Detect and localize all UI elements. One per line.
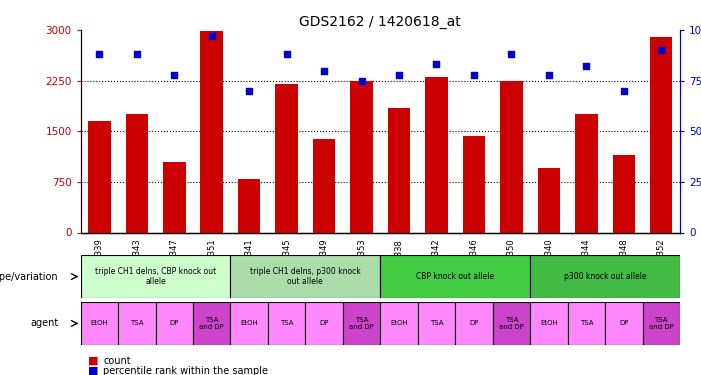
Text: DP: DP: [469, 320, 479, 326]
Text: EtOH: EtOH: [90, 320, 108, 326]
Point: [318, 68, 329, 74]
Bar: [88, 121, 111, 232]
Text: EtOH: EtOH: [390, 320, 408, 326]
Bar: [306, 302, 343, 345]
Bar: [568, 302, 605, 345]
Point: [506, 51, 517, 57]
Point: [543, 72, 554, 78]
Bar: [238, 178, 261, 232]
Text: DP: DP: [320, 320, 329, 326]
Text: TSA: TSA: [580, 320, 593, 326]
Point: [655, 47, 667, 53]
Text: DP: DP: [170, 320, 179, 326]
Text: TSA
and DP: TSA and DP: [499, 317, 524, 330]
Point: [580, 63, 592, 69]
Bar: [538, 168, 560, 232]
Point: [169, 72, 180, 78]
Bar: [381, 255, 530, 298]
Bar: [426, 77, 448, 232]
Point: [281, 51, 292, 57]
Text: agent: agent: [30, 318, 58, 328]
Bar: [118, 302, 156, 345]
Text: TSA
and DP: TSA and DP: [199, 317, 224, 330]
Bar: [650, 37, 672, 232]
Text: EtOH: EtOH: [240, 320, 258, 326]
Title: GDS2162 / 1420618_at: GDS2162 / 1420618_at: [299, 15, 461, 29]
Point: [356, 78, 367, 84]
Bar: [501, 81, 523, 232]
Bar: [231, 255, 381, 298]
Text: EtOH: EtOH: [540, 320, 558, 326]
Bar: [156, 302, 193, 345]
Point: [431, 62, 442, 68]
Text: TSA: TSA: [430, 320, 443, 326]
Text: percentile rank within the sample: percentile rank within the sample: [103, 366, 268, 375]
Point: [94, 51, 105, 57]
Bar: [493, 302, 530, 345]
Text: p300 knock out allele: p300 knock out allele: [564, 272, 646, 281]
Bar: [575, 114, 597, 232]
Text: DP: DP: [619, 320, 629, 326]
Bar: [643, 302, 680, 345]
Bar: [81, 302, 118, 345]
Text: count: count: [103, 356, 130, 366]
Bar: [343, 302, 381, 345]
Bar: [613, 155, 635, 232]
Text: TSA
and DP: TSA and DP: [349, 317, 374, 330]
Bar: [530, 255, 680, 298]
Bar: [381, 302, 418, 345]
Bar: [605, 302, 643, 345]
Point: [393, 72, 404, 78]
Bar: [388, 108, 410, 232]
Bar: [268, 302, 306, 345]
Bar: [350, 81, 373, 232]
Point: [618, 88, 629, 94]
Bar: [275, 84, 298, 232]
Point: [243, 88, 254, 94]
Text: ■: ■: [88, 356, 98, 366]
Text: TSA
and DP: TSA and DP: [649, 317, 674, 330]
Bar: [193, 302, 231, 345]
Bar: [418, 302, 455, 345]
Text: TSA: TSA: [280, 320, 294, 326]
Bar: [455, 302, 493, 345]
Point: [468, 72, 479, 78]
Text: ■: ■: [88, 366, 98, 375]
Bar: [463, 136, 485, 232]
Point: [131, 51, 142, 57]
Text: triple CH1 delns, p300 knock
out allele: triple CH1 delns, p300 knock out allele: [250, 267, 361, 286]
Bar: [81, 255, 231, 298]
Bar: [530, 302, 568, 345]
Bar: [125, 114, 148, 232]
Bar: [163, 162, 186, 232]
Bar: [231, 302, 268, 345]
Bar: [200, 32, 223, 232]
Bar: [313, 140, 335, 232]
Text: triple CH1 delns, CBP knock out
allele: triple CH1 delns, CBP knock out allele: [95, 267, 216, 286]
Point: [206, 33, 217, 39]
Text: TSA: TSA: [130, 320, 144, 326]
Text: genotype/variation: genotype/variation: [0, 272, 58, 282]
Text: CBP knock out allele: CBP knock out allele: [416, 272, 494, 281]
